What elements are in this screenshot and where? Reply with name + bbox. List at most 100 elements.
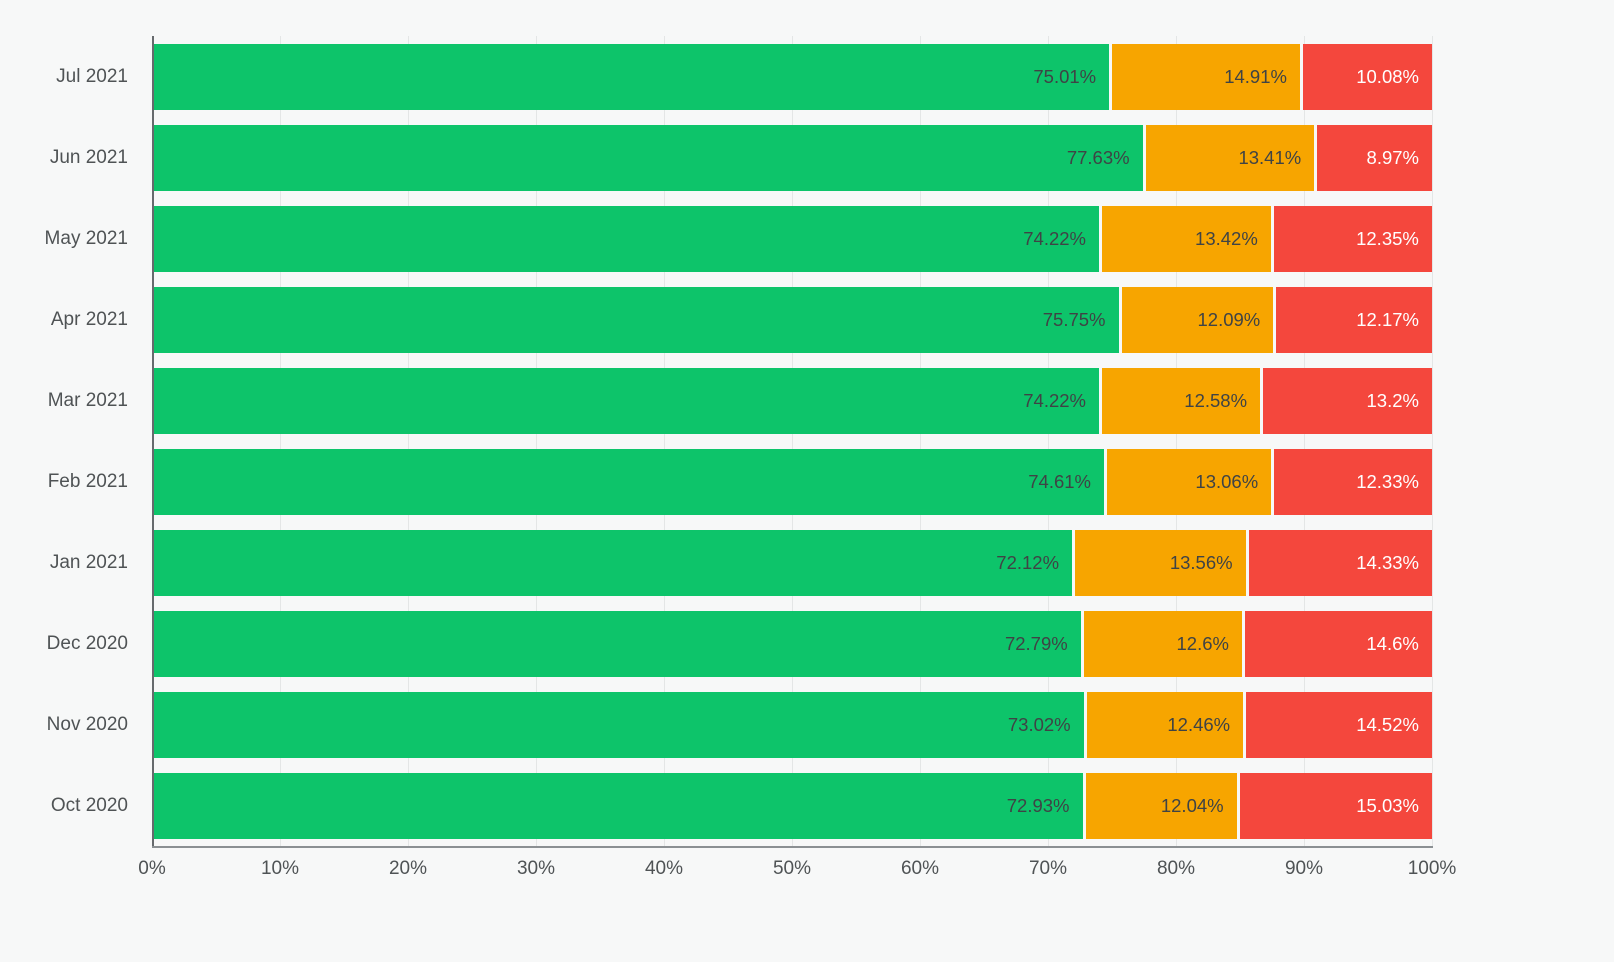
- bar-segment-green-share: 74.22%: [152, 367, 1103, 434]
- bar-row: 74.22% 12.58% 13.2%: [152, 360, 1432, 441]
- x-tick-label: 50%: [772, 858, 812, 879]
- category-label: Jun 2021: [49, 146, 128, 168]
- bar-value-label: 13.2%: [1366, 389, 1419, 411]
- bar-segment-red-share: 13.2%: [1263, 367, 1432, 434]
- x-tick-label: 100%: [1407, 858, 1457, 879]
- bar-track: 72.93% 12.04% 15.03%: [152, 772, 1432, 839]
- x-tick-label: 90%: [1284, 858, 1324, 879]
- bar-value-label: 75.01%: [1033, 65, 1097, 87]
- bar-value-label: 12.58%: [1184, 389, 1248, 411]
- x-tick-label: 70%: [1028, 858, 1068, 879]
- category-label: May 2021: [44, 227, 128, 249]
- bar-segment-orange-share: 12.6%: [1083, 610, 1245, 677]
- gridline: [408, 36, 409, 846]
- bar-track: 72.79% 12.6% 14.6%: [152, 610, 1432, 677]
- bar-track: 75.01% 14.91% 10.08%: [152, 43, 1432, 110]
- bar-segment-green-share: 72.12%: [152, 529, 1076, 596]
- x-tick-label: 60%: [900, 858, 940, 879]
- bar-value-label: 12.09%: [1197, 308, 1261, 330]
- bar-track: 72.12% 13.56% 14.33%: [152, 529, 1432, 596]
- bar-value-label: 15.03%: [1356, 794, 1419, 816]
- bar-value-label: 72.12%: [996, 551, 1060, 573]
- bar-value-label: 73.02%: [1007, 713, 1071, 735]
- bar-segment-orange-share: 13.41%: [1145, 124, 1318, 191]
- gridline: [280, 36, 281, 846]
- bar-row: 72.79% 12.6% 14.6%: [152, 603, 1432, 684]
- bar-segment-red-share: 14.33%: [1248, 529, 1432, 596]
- bar-value-label: 72.93%: [1006, 794, 1070, 816]
- bar-value-label: 12.46%: [1167, 713, 1231, 735]
- bar-value-label: 14.52%: [1356, 713, 1419, 735]
- bar-segment-green-share: 77.63%: [152, 124, 1146, 191]
- bar-value-label: 13.41%: [1238, 146, 1302, 168]
- x-tick-label: 30%: [516, 858, 556, 879]
- bar-value-label: 74.22%: [1023, 227, 1087, 249]
- bar-segment-green-share: 72.79%: [152, 610, 1084, 677]
- x-tick-label: 10%: [260, 858, 300, 879]
- bar-segment-orange-share: 12.04%: [1085, 772, 1240, 839]
- bar-segment-orange-share: 13.56%: [1075, 529, 1249, 596]
- bar-track: 77.63% 13.41% 8.97%: [152, 124, 1432, 191]
- category-label: Jan 2021: [49, 551, 128, 573]
- bar-value-label: 13.42%: [1195, 227, 1258, 249]
- bar-value-label: 13.56%: [1169, 551, 1233, 573]
- bar-segment-orange-share: 12.09%: [1121, 286, 1277, 353]
- bar-value-label: 14.33%: [1356, 551, 1419, 573]
- category-label: Apr 2021: [50, 308, 128, 330]
- bar-row: 75.01% 14.91% 10.08%: [152, 36, 1432, 117]
- bar-track: 75.75% 12.09% 12.17%: [152, 286, 1432, 353]
- bar-segment-orange-share: 13.06%: [1107, 448, 1275, 515]
- bar-value-label: 75.75%: [1042, 308, 1106, 330]
- bar-value-label: 72.79%: [1004, 632, 1068, 654]
- bar-segment-red-share: 8.97%: [1317, 124, 1432, 191]
- bar-value-label: 12.35%: [1356, 227, 1419, 249]
- plot-area: 75.01% 14.91% 10.08% 77.63% 13.41% 8.97% 74.22…: [152, 36, 1433, 846]
- x-tick-label: 40%: [644, 858, 684, 879]
- category-label: Feb 2021: [47, 470, 128, 492]
- bar-rows: 75.01% 14.91% 10.08% 77.63% 13.41% 8.97% 74.22…: [152, 36, 1432, 846]
- bar-value-label: 8.97%: [1366, 146, 1419, 168]
- gridline: [1432, 36, 1433, 846]
- bar-segment-red-share: 12.33%: [1274, 448, 1432, 515]
- bar-track: 74.61% 13.06% 12.33%: [152, 448, 1432, 515]
- bar-value-label: 12.6%: [1176, 632, 1229, 654]
- gridline: [1176, 36, 1177, 846]
- bar-value-label: 12.33%: [1356, 470, 1419, 492]
- bar-row: 73.02% 12.46% 14.52%: [152, 684, 1432, 765]
- bar-segment-orange-share: 14.91%: [1112, 43, 1303, 110]
- x-axis-tick-labels: 0% 10% 20% 30% 40% 50% 60% 70% 80% 90% 100%: [0, 858, 1614, 888]
- gridline: [792, 36, 793, 846]
- category-label: Nov 2020: [46, 713, 128, 735]
- category-label: Jul 2021: [56, 65, 128, 87]
- bar-row: 74.61% 13.06% 12.33%: [152, 441, 1432, 522]
- bar-segment-green-share: 72.93%: [152, 772, 1086, 839]
- bar-segment-orange-share: 12.58%: [1102, 367, 1264, 434]
- bar-segment-green-share: 73.02%: [152, 691, 1087, 758]
- bar-row: 77.63% 13.41% 8.97%: [152, 117, 1432, 198]
- x-tick-label: 0%: [138, 858, 166, 879]
- gridline: [920, 36, 921, 846]
- bar-row: 74.22% 13.42% 12.35%: [152, 198, 1432, 279]
- bar-row: 72.12% 13.56% 14.33%: [152, 522, 1432, 603]
- bar-segment-green-share: 75.75%: [152, 286, 1122, 353]
- bar-row: 72.93% 12.04% 15.03%: [152, 765, 1432, 846]
- bar-value-label: 13.06%: [1195, 470, 1259, 492]
- gridline: [1048, 36, 1049, 846]
- category-label: Oct 2020: [50, 794, 128, 816]
- bar-segment-red-share: 12.35%: [1273, 205, 1432, 272]
- category-label: Dec 2020: [46, 632, 128, 654]
- x-tick-label: 80%: [1156, 858, 1196, 879]
- bar-row: 75.75% 12.09% 12.17%: [152, 279, 1432, 360]
- bar-segment-green-share: 74.61%: [152, 448, 1107, 515]
- bar-value-label: 74.22%: [1023, 389, 1087, 411]
- bar-segment-green-share: 75.01%: [152, 43, 1113, 110]
- y-axis-line: [152, 36, 154, 848]
- bar-value-label: 12.17%: [1356, 308, 1419, 330]
- bar-segment-red-share: 14.6%: [1244, 610, 1432, 677]
- bar-track: 74.22% 12.58% 13.2%: [152, 367, 1432, 434]
- bar-value-label: 12.04%: [1160, 794, 1224, 816]
- bar-track: 74.22% 13.42% 12.35%: [152, 205, 1432, 272]
- bar-value-label: 14.91%: [1224, 65, 1287, 87]
- gridline: [536, 36, 537, 846]
- bar-segment-red-share: 10.08%: [1302, 43, 1432, 110]
